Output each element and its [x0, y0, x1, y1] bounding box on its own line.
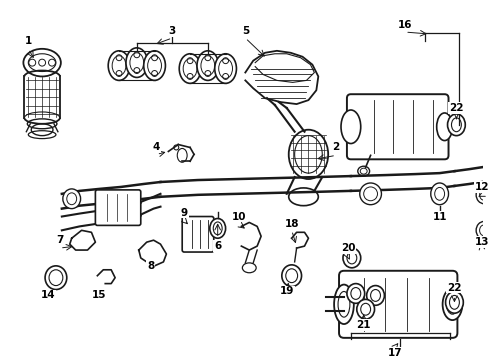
Text: 5: 5 — [241, 26, 248, 36]
Ellipse shape — [63, 189, 81, 209]
Text: 20: 20 — [340, 243, 354, 253]
Ellipse shape — [126, 48, 147, 77]
Text: 17: 17 — [387, 348, 402, 357]
Text: 10: 10 — [232, 212, 246, 221]
Text: 9: 9 — [180, 208, 187, 217]
Ellipse shape — [179, 54, 201, 84]
Text: 8: 8 — [147, 261, 154, 271]
Ellipse shape — [436, 113, 451, 140]
Text: 7: 7 — [56, 235, 63, 245]
Text: 3: 3 — [168, 26, 176, 36]
Ellipse shape — [366, 285, 384, 305]
Text: 2: 2 — [332, 143, 339, 153]
Ellipse shape — [333, 285, 353, 324]
Ellipse shape — [214, 54, 236, 84]
Ellipse shape — [475, 186, 488, 204]
Text: 19: 19 — [279, 287, 293, 297]
Text: 22: 22 — [448, 103, 463, 113]
Ellipse shape — [209, 219, 225, 238]
Ellipse shape — [342, 248, 360, 268]
Ellipse shape — [359, 183, 381, 205]
Ellipse shape — [346, 284, 364, 303]
Text: 14: 14 — [41, 291, 55, 301]
FancyBboxPatch shape — [95, 190, 141, 225]
Text: 1: 1 — [24, 36, 32, 46]
Ellipse shape — [442, 288, 461, 320]
Text: 15: 15 — [92, 291, 106, 301]
FancyBboxPatch shape — [346, 94, 447, 159]
Ellipse shape — [430, 183, 447, 205]
Ellipse shape — [447, 114, 465, 136]
Ellipse shape — [288, 130, 327, 179]
Ellipse shape — [108, 51, 130, 80]
Ellipse shape — [23, 49, 61, 76]
Text: 16: 16 — [397, 20, 411, 30]
Text: 21: 21 — [356, 320, 370, 330]
Ellipse shape — [356, 300, 374, 319]
Ellipse shape — [445, 292, 462, 313]
Text: 12: 12 — [474, 182, 488, 192]
Ellipse shape — [197, 51, 218, 80]
Ellipse shape — [45, 266, 67, 289]
Text: 6: 6 — [214, 241, 221, 251]
Text: 22: 22 — [447, 283, 461, 293]
Ellipse shape — [281, 265, 301, 287]
Text: 4: 4 — [153, 143, 160, 153]
Text: 11: 11 — [431, 212, 446, 221]
Polygon shape — [245, 51, 318, 104]
Ellipse shape — [475, 221, 488, 239]
Ellipse shape — [340, 110, 360, 144]
FancyBboxPatch shape — [338, 271, 456, 338]
Text: 18: 18 — [284, 219, 298, 229]
Ellipse shape — [143, 51, 165, 80]
FancyBboxPatch shape — [182, 216, 213, 252]
Text: 13: 13 — [474, 237, 488, 247]
